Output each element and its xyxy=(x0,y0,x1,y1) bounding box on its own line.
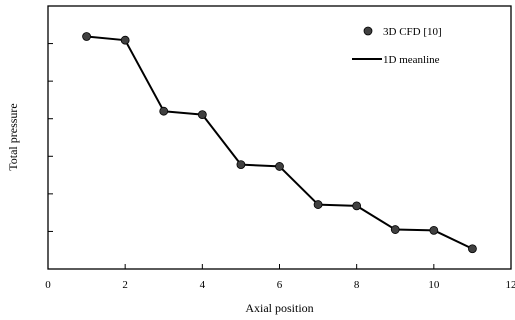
cfd-point-2 xyxy=(120,35,130,45)
x-axis-title: Axial position xyxy=(245,301,313,315)
x-tick-label-12: 12 xyxy=(506,279,515,291)
meanline-line xyxy=(86,35,473,250)
cfd-point-7 xyxy=(313,200,323,209)
cfd-point-5 xyxy=(236,160,246,169)
cfd-point-3 xyxy=(159,106,169,116)
meanline-series xyxy=(86,35,473,250)
x-tick-label-8: 8 xyxy=(354,279,360,291)
cfd-point-10 xyxy=(429,225,439,235)
x-tick-label-4: 4 xyxy=(200,279,206,291)
legend-marker-cfd xyxy=(363,26,373,36)
cfd-point-6 xyxy=(275,162,284,171)
plot-frame xyxy=(47,5,512,270)
cfd-point-11 xyxy=(468,244,477,254)
cfd-point-4 xyxy=(197,110,207,120)
legend-label-meanline: 1D meanline xyxy=(383,54,440,66)
cfd-series xyxy=(82,32,477,254)
y-axis-ticks xyxy=(48,43,53,232)
legend-label-cfd: 3D CFD [10] xyxy=(383,26,442,38)
x-tick-label-10: 10 xyxy=(428,279,440,291)
x-tick-label-6: 6 xyxy=(277,279,283,291)
x-tick-label-2: 2 xyxy=(122,279,128,291)
y-axis-title: Total pressure xyxy=(6,103,20,170)
legend: 3D CFD [10] 1D meanline xyxy=(352,26,442,66)
x-tick-label-0: 0 xyxy=(45,279,51,291)
cfd-point-1 xyxy=(82,32,91,41)
cfd-point-9 xyxy=(390,225,400,234)
x-axis-ticks: 0 2 4 6 8 10 12 xyxy=(45,264,515,291)
cfd-point-8 xyxy=(352,201,362,211)
